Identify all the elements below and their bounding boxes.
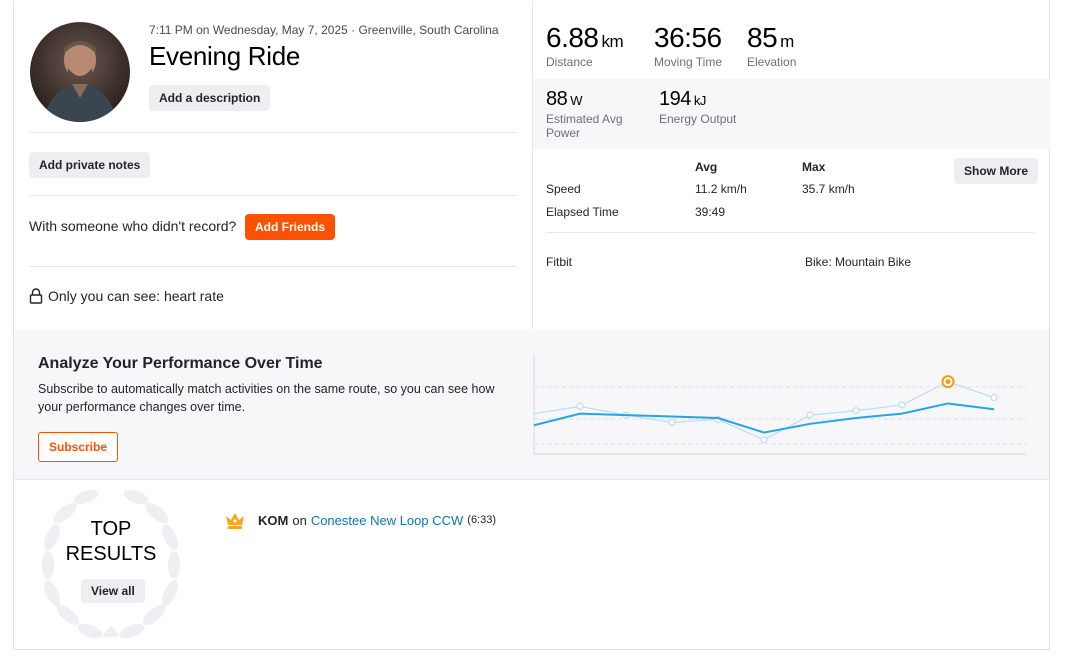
kom-badge: KOM bbox=[258, 512, 289, 528]
privacy-text: Only you can see: heart rate bbox=[48, 288, 224, 304]
stat-value: 88 bbox=[546, 88, 568, 110]
add-description-button[interactable]: Add a description bbox=[149, 85, 271, 111]
stat-unit: km bbox=[601, 32, 624, 51]
divider bbox=[29, 266, 517, 267]
column-divider bbox=[532, 1, 533, 329]
data-point bbox=[806, 411, 814, 419]
series-line-main bbox=[533, 402, 995, 434]
stat-avg-power: 88 W Estimated Avg Power bbox=[546, 88, 646, 140]
data-point bbox=[576, 402, 584, 410]
divider bbox=[546, 232, 1034, 233]
laurel-wreath-icon bbox=[42, 489, 180, 639]
crown-icon bbox=[226, 513, 244, 529]
activity-meta: 7:11 PM on Wednesday, May 7, 2025 · Gree… bbox=[149, 23, 499, 37]
view-all-button[interactable]: View all bbox=[81, 579, 145, 603]
row-avg: 39:49 bbox=[695, 205, 726, 219]
col-header-avg: Avg bbox=[695, 160, 718, 174]
stat-label: Moving Time bbox=[654, 55, 723, 69]
highlight-point-center bbox=[945, 379, 951, 385]
segment-link[interactable]: Conestee New Loop CCW bbox=[310, 512, 464, 528]
top-results-line1: TOP bbox=[90, 518, 132, 540]
series-line-faint bbox=[533, 380, 995, 441]
bike-name[interactable]: Bike: Mountain Bike bbox=[805, 255, 912, 269]
stat-label: Estimated Avg Power bbox=[546, 112, 623, 140]
segment-time: (6:33) bbox=[467, 514, 497, 526]
subscribe-button[interactable]: Subscribe bbox=[38, 432, 119, 462]
divider bbox=[29, 132, 517, 133]
data-point bbox=[668, 418, 676, 426]
device-name: Fitbit bbox=[546, 255, 573, 269]
data-point bbox=[898, 401, 906, 409]
stat-value: 85 bbox=[747, 22, 778, 53]
stat-energy-output: 194 kJ Energy Output bbox=[659, 88, 769, 126]
stat-moving-time: 36:56 Moving Time bbox=[654, 22, 722, 69]
stat-value: 6.88 bbox=[546, 22, 599, 53]
lock-icon bbox=[29, 288, 43, 304]
show-more-button[interactable]: Show More bbox=[954, 158, 1039, 184]
data-point bbox=[990, 394, 998, 402]
stat-label: Elevation bbox=[747, 55, 797, 69]
top-results-line2: RESULTS bbox=[65, 543, 157, 565]
analyze-section: Analyze Your Performance Over Time Subsc… bbox=[14, 330, 1049, 480]
top-result-item: KOM on Conestee New Loop CCW (6:33) bbox=[224, 509, 496, 531]
privacy-notice: Only you can see: heart rate bbox=[29, 288, 224, 304]
page-title: Evening Ride bbox=[149, 41, 301, 71]
activity-card: 7:11 PM on Wednesday, May 7, 2025 · Gree… bbox=[13, 1, 1050, 650]
stat-elevation: 85 m Elevation bbox=[747, 22, 796, 69]
analyze-title: Analyze Your Performance Over Time bbox=[38, 355, 323, 372]
stat-value: 194 bbox=[659, 88, 691, 110]
top-results-title: TOP RESULTS bbox=[14, 517, 208, 567]
stat-distance: 6.88 km Distance bbox=[546, 22, 624, 69]
kom-on: on bbox=[292, 512, 307, 528]
with-someone-text: With someone who didn't record? bbox=[29, 218, 237, 234]
add-friends-button[interactable]: Add Friends bbox=[245, 214, 336, 240]
avatar[interactable] bbox=[30, 22, 130, 122]
analyze-subtitle: Subscribe to automatically match activit… bbox=[38, 382, 495, 414]
stat-value: 36:56 bbox=[654, 22, 722, 53]
data-point bbox=[852, 407, 860, 415]
secondary-stats: 88 W Estimated Avg Power 194 kJ Energy Out… bbox=[533, 79, 1050, 149]
stat-unit: kJ bbox=[693, 93, 707, 108]
stat-label: Energy Output bbox=[659, 112, 737, 126]
row-avg: 11.2 km/h bbox=[695, 182, 747, 196]
stat-unit: W bbox=[570, 93, 583, 108]
row-max: 35.7 km/h bbox=[802, 182, 855, 196]
data-point bbox=[760, 436, 768, 444]
stat-label: Distance bbox=[546, 55, 593, 69]
row-label: Elapsed Time bbox=[546, 205, 619, 219]
add-private-notes-button[interactable]: Add private notes bbox=[29, 152, 151, 178]
row-label: Speed bbox=[546, 182, 581, 196]
performance-chart bbox=[533, 354, 1026, 455]
stat-unit: m bbox=[780, 32, 794, 51]
divider bbox=[29, 195, 517, 196]
col-header-max: Max bbox=[802, 160, 826, 174]
